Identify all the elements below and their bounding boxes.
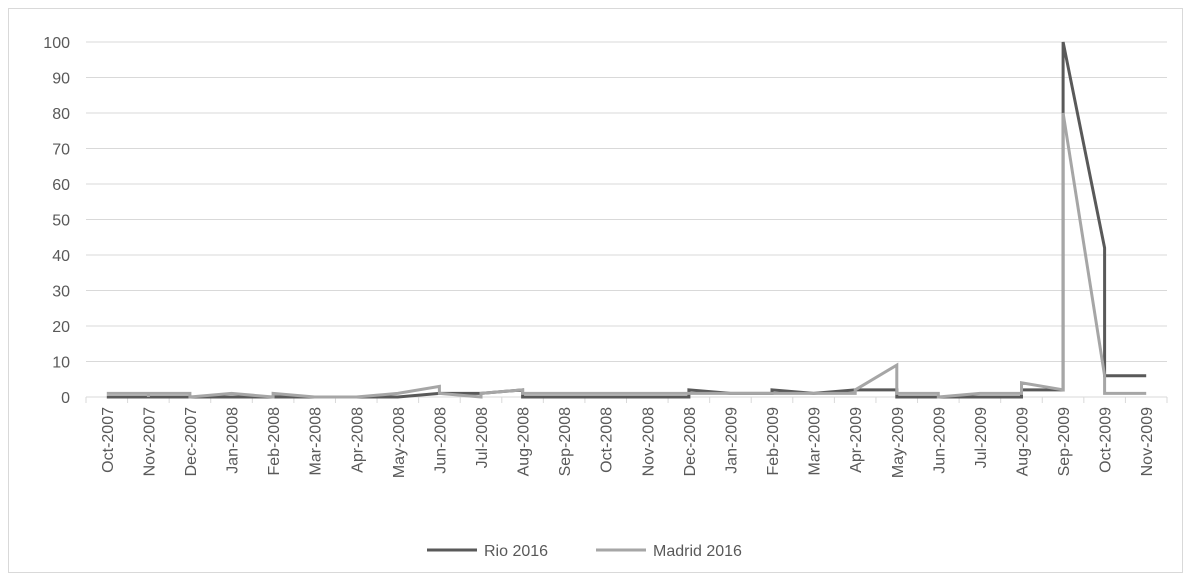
x-tick-label: Aug-2008 — [516, 407, 533, 476]
x-tick-label: Sep-2009 — [1056, 407, 1073, 476]
gridlines — [86, 41, 1167, 398]
x-tick-label: Nov-2007 — [141, 407, 158, 476]
x-tick-label: Mar-2009 — [807, 407, 824, 476]
y-tick-label: 90 — [52, 71, 70, 88]
y-tick-label: 80 — [52, 106, 70, 123]
y-tick-label: 0 — [61, 390, 70, 407]
x-tick-label: May-2008 — [391, 407, 408, 478]
legend-label: Madrid 2016 — [653, 543, 742, 560]
series-lines — [106, 41, 1147, 399]
x-tick-label: Feb-2009 — [765, 407, 782, 476]
x-tick-label: Oct-2007 — [100, 407, 117, 473]
x-tick-label: Sep-2008 — [557, 407, 574, 476]
y-tick-label: 40 — [52, 248, 70, 265]
x-tick-label: Apr-2009 — [848, 407, 865, 473]
x-axis-tick-labels: Oct-2007 Nov-2007 Dec-2007 Jan-2008 Feb-2008… — [100, 407, 1156, 478]
y-tick-label: 70 — [52, 142, 70, 159]
y-tick-label: 50 — [52, 213, 70, 230]
y-tick-label: 10 — [52, 355, 70, 372]
x-tick-label: Oct-2009 — [1098, 407, 1115, 473]
x-tick-label: Oct-2008 — [599, 407, 616, 473]
x-tick-label: Jul-2008 — [474, 407, 491, 468]
legend-label: Rio 2016 — [484, 543, 548, 560]
x-tick-label: Jun-2009 — [931, 407, 948, 474]
legend: Rio 2016 Madrid 2016 — [427, 543, 742, 560]
x-tick-label: Jul-2009 — [973, 407, 990, 468]
series-line-madrid-2016 — [106, 112, 1147, 399]
x-tick-label: Nov-2008 — [640, 407, 657, 476]
y-axis-tick-labels: 0 10 20 30 40 50 60 70 80 90 100 — [43, 35, 70, 407]
y-tick-label: 30 — [52, 284, 70, 301]
x-tick-label: Jan-2009 — [723, 407, 740, 474]
x-tick-label: May-2009 — [890, 407, 907, 478]
x-tick-label: Aug-2009 — [1014, 407, 1031, 476]
x-tick-label: Jun-2008 — [432, 407, 449, 474]
y-tick-label: 100 — [43, 35, 70, 52]
x-tick-label: Apr-2008 — [349, 407, 366, 473]
y-tick-label: 60 — [52, 177, 70, 194]
x-tick-label: Mar-2008 — [308, 407, 325, 476]
y-tick-label: 20 — [52, 319, 70, 336]
x-tick-label: Feb-2008 — [266, 407, 283, 476]
x-tick-label: Nov-2009 — [1139, 407, 1156, 476]
x-tick-label: Jan-2008 — [225, 407, 242, 474]
x-tick-label: Dec-2007 — [183, 407, 200, 476]
x-tick-label: Dec-2008 — [682, 407, 699, 476]
